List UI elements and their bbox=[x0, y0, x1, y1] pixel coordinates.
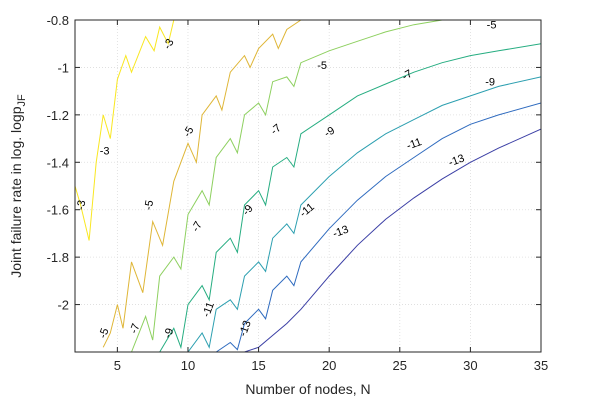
contour-line-13 bbox=[215, 102, 541, 352]
contour-line-3 bbox=[75, 20, 175, 241]
contour-line-15 bbox=[244, 128, 541, 352]
x-tick-label-3: 20 bbox=[322, 358, 336, 373]
contour-line-5 bbox=[102, 20, 302, 348]
y-axis-label: Joint failure rate in log. logpJF bbox=[8, 94, 28, 278]
contour-label-15: -9 bbox=[162, 327, 177, 340]
contour-label-2: -3 bbox=[75, 199, 89, 211]
x-axis-ticks: 5 10 15 20 25 30 35 bbox=[114, 20, 548, 373]
x-tick-label-6: 35 bbox=[534, 358, 548, 373]
y-tick-label-4: -1.6 bbox=[47, 203, 69, 218]
y-tick-label-1: -1 bbox=[57, 60, 69, 75]
contour-label-18: -11 bbox=[200, 301, 216, 319]
contour-label-11: -7 bbox=[128, 322, 143, 335]
contour-label-1: -3 bbox=[100, 145, 110, 157]
y-tick-label-3: -1.4 bbox=[47, 155, 69, 170]
x-tick-label-1: 10 bbox=[181, 358, 195, 373]
y-tick-label-6: -2 bbox=[57, 298, 69, 313]
contour-label-21: -13 bbox=[237, 319, 254, 338]
contour-label-19: -13 bbox=[447, 152, 466, 169]
plot-frame bbox=[74, 19, 542, 353]
contour-lines bbox=[75, 20, 541, 352]
y-tick-label-2: -1.2 bbox=[47, 108, 69, 123]
contour-label-6: -5 bbox=[143, 199, 157, 211]
contour-label-7: -5 bbox=[97, 327, 112, 340]
x-tick-label-5: 30 bbox=[463, 358, 477, 373]
x-tick-label-4: 25 bbox=[393, 358, 407, 373]
contour-label-3: -5 bbox=[317, 60, 327, 72]
y-axis-label-main: Joint failure rate in log. logp bbox=[8, 106, 24, 277]
contour-labels: -3-3-3-5-5-5-5-5-7-7-7-7-9-9-9-9-11-11-1… bbox=[75, 20, 497, 340]
contour-label-16: -11 bbox=[405, 136, 423, 152]
contour-line-11 bbox=[187, 76, 541, 352]
contour-label-4: -5 bbox=[487, 20, 497, 32]
y-axis-ticks: -0.8 -1 -1.2 -1.4 -1.6 -1.8 -2 bbox=[47, 13, 541, 313]
contour-line-9 bbox=[159, 43, 541, 352]
contour-label-20: -13 bbox=[331, 224, 350, 241]
contour-label-12: -9 bbox=[485, 77, 495, 89]
y-tick-label-0: -0.8 bbox=[47, 13, 69, 28]
y-axis-label-subscript: JF bbox=[16, 94, 28, 107]
x-tick-label-2: 15 bbox=[251, 358, 265, 373]
contour-line-7 bbox=[131, 20, 443, 352]
x-axis-label: Number of nodes, N bbox=[245, 381, 370, 397]
x-tick-label-0: 5 bbox=[114, 358, 121, 373]
y-tick-label-5: -1.8 bbox=[47, 250, 69, 265]
